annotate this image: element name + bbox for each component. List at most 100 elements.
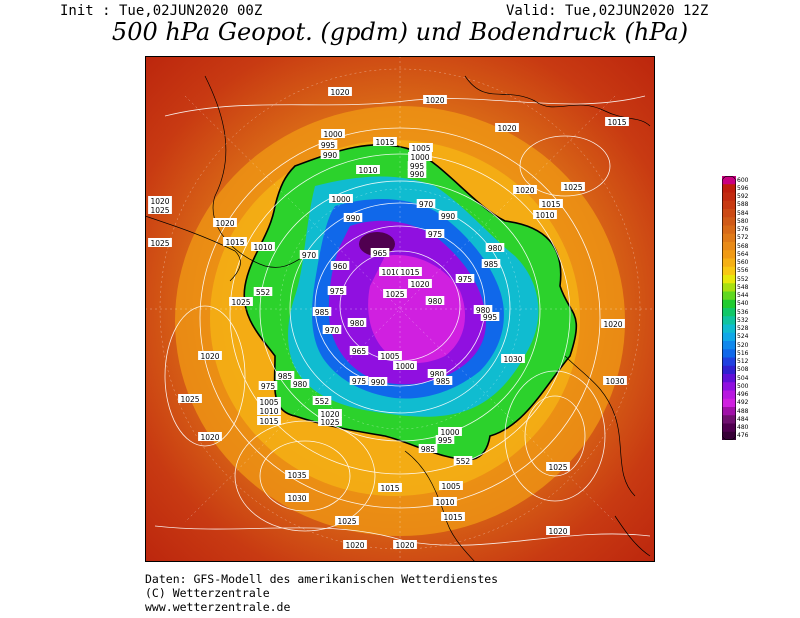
pressure-label: 1015 xyxy=(443,513,462,522)
pressure-label-box xyxy=(373,137,397,146)
colorbar-swatch xyxy=(722,423,736,433)
colorbar-tick-label: 496 xyxy=(737,391,749,399)
colorbar-swatch xyxy=(722,349,736,358)
pressure-label: 1030 xyxy=(605,377,624,386)
pressure-label-box xyxy=(455,274,475,283)
pressure-label: 1020 xyxy=(425,96,444,105)
pressure-label: 1010 xyxy=(358,166,377,175)
pressure-label: 980 xyxy=(428,297,443,306)
pressure-label-box xyxy=(320,150,340,159)
colorbar-swatch xyxy=(722,299,736,309)
colorbar-swatch xyxy=(722,431,736,440)
pressure-label-box xyxy=(533,210,557,219)
pressure-label: 970 xyxy=(325,326,340,335)
pressure-label: 1000 xyxy=(323,130,342,139)
pressure-label-box xyxy=(275,371,295,380)
pressure-label: 990 xyxy=(346,214,361,223)
pressure-label-box xyxy=(379,267,403,276)
colorbar-swatch xyxy=(722,382,736,391)
pressure-label: 995 xyxy=(321,141,336,150)
pressure-label-box xyxy=(253,287,273,296)
pressure-label: 1025 xyxy=(150,239,169,248)
pressure-label: 965 xyxy=(373,249,388,258)
pressure-label-box xyxy=(312,307,332,316)
colorbar-swatch xyxy=(722,266,736,276)
pressure-label-box xyxy=(383,289,407,298)
colorbar-swatch xyxy=(722,209,736,218)
pressure-label: 985 xyxy=(484,260,499,269)
pressure-label-box xyxy=(439,481,463,490)
pressure-label-box xyxy=(438,427,462,436)
pressure-label: 1005 xyxy=(441,482,460,491)
pressure-label-box xyxy=(601,319,625,328)
pressure-label: 1000 xyxy=(331,195,350,204)
pressure-label-box xyxy=(561,182,585,191)
pressure-label: 1020 xyxy=(150,197,169,206)
pressure-label-box xyxy=(213,218,237,227)
pressure-label-box xyxy=(198,351,222,360)
pressure-label-box xyxy=(251,242,275,251)
pressure-label-box xyxy=(473,305,493,314)
pressure-label-box xyxy=(407,169,427,178)
pressure-label-box xyxy=(198,432,222,441)
pressure-label-box xyxy=(329,194,353,203)
pressure-label: 1020 xyxy=(395,541,414,550)
pressure-label: 1015 xyxy=(225,238,244,247)
colorbar xyxy=(722,176,736,440)
pressure-label: 1010 xyxy=(259,407,278,416)
pressure-label: 970 xyxy=(419,200,434,209)
pressure-label-box xyxy=(229,297,253,306)
pressure-label: 1025 xyxy=(180,395,199,404)
pressure-label: 995 xyxy=(438,436,453,445)
pressure-label: 1015 xyxy=(541,200,560,209)
pressure-label-box xyxy=(322,325,342,334)
colorbar-tick-label: 540 xyxy=(737,300,749,308)
pressure-label-box xyxy=(318,409,342,418)
pressure-label-box xyxy=(435,435,455,444)
pressure-label-box xyxy=(603,376,627,385)
colorbar-tick-label: 484 xyxy=(737,415,749,423)
pressure-label-box xyxy=(481,259,501,268)
pressure-label-box xyxy=(453,456,473,465)
pressure-label: 1010 xyxy=(253,243,272,252)
colorbar-swatch xyxy=(722,225,736,235)
pressure-label-box xyxy=(312,396,332,405)
pressure-label-box xyxy=(423,95,447,104)
pressure-label: 990 xyxy=(410,170,425,179)
pressure-label-box xyxy=(343,540,367,549)
colorbar-swatch xyxy=(722,258,736,268)
pressure-label-box xyxy=(393,540,417,549)
pressure-label: 552 xyxy=(256,288,271,297)
colorbar-swatch xyxy=(722,176,736,185)
pressure-label: 1025 xyxy=(385,290,404,299)
colorbar-swatch xyxy=(722,316,736,325)
footer-url: www.wetterzentrale.de xyxy=(145,600,291,614)
pressure-label-box xyxy=(441,512,465,521)
colorbar-swatch xyxy=(722,250,736,259)
pressure-label-box xyxy=(318,140,338,149)
valid-time: Valid: Tue,02JUN2020 12Z xyxy=(506,3,709,19)
colorbar-swatch xyxy=(722,341,736,350)
pressure-label: 960 xyxy=(333,262,348,271)
colorbar-tick-label: 552 xyxy=(737,275,749,283)
pressure-label: 985 xyxy=(436,377,451,386)
colorbar-swatch xyxy=(722,200,736,210)
pressure-label-box xyxy=(480,312,500,321)
colorbar-tick-label: 528 xyxy=(737,325,749,333)
pressure-label: 1030 xyxy=(287,494,306,503)
colorbar-tick-label: 580 xyxy=(737,217,749,225)
pressure-label-box xyxy=(393,361,417,370)
pressure-label: 985 xyxy=(421,445,436,454)
pressure-label: 1020 xyxy=(200,433,219,442)
pressure-label-box xyxy=(330,261,350,270)
colorbar-tick-label: 560 xyxy=(737,259,749,267)
pressure-label: 980 xyxy=(476,306,491,315)
colorbar-swatch xyxy=(722,390,736,400)
pressure-label: 1015 xyxy=(380,484,399,493)
pressure-label: 975 xyxy=(352,377,367,386)
colorbar-swatch xyxy=(722,283,736,292)
pressure-label: 1000 xyxy=(410,153,429,162)
pressure-labels: 1020 1020 1020 1015 1000 995 990 1015 1005 1000 99… xyxy=(148,87,629,550)
pressure-label-box xyxy=(327,286,347,295)
pressure-label-box xyxy=(539,199,563,208)
